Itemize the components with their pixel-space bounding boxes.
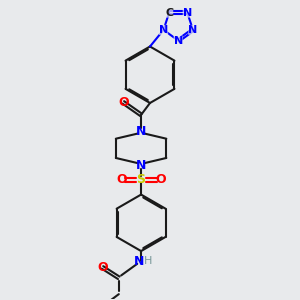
- Text: O: O: [97, 261, 108, 274]
- Text: N: N: [174, 36, 183, 46]
- Text: C: C: [165, 8, 173, 18]
- Text: N: N: [188, 25, 198, 35]
- Text: N: N: [183, 8, 192, 18]
- Text: O: O: [155, 173, 166, 186]
- Text: N: N: [134, 255, 144, 268]
- Text: O: O: [116, 173, 127, 186]
- Text: S: S: [136, 173, 146, 186]
- Text: N: N: [136, 159, 146, 172]
- Text: H: H: [143, 256, 152, 266]
- Text: N: N: [159, 25, 168, 35]
- Text: O: O: [118, 96, 129, 109]
- Text: N: N: [136, 125, 146, 138]
